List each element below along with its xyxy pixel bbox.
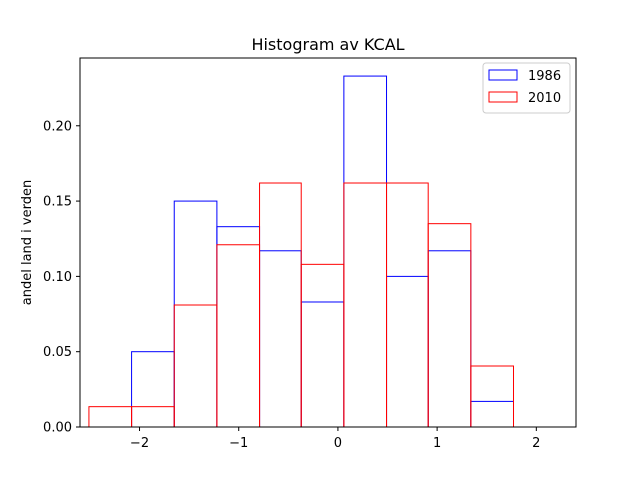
x-tick-label: 1: [433, 436, 441, 451]
x-tick-label: 2: [532, 436, 540, 451]
y-tick-label: 0.15: [43, 195, 72, 210]
ticks-layer: −2 −1 0 1 2 0.00 0.05 0.10 0.15 0.20: [43, 119, 540, 451]
legend: 1986 2010: [482, 62, 571, 114]
y-tick-label: 0.00: [43, 421, 72, 436]
x-tick-label: 0: [334, 436, 342, 451]
y-tick-label: 0.10: [43, 270, 72, 285]
y-tick-label: 0.20: [43, 119, 72, 134]
plot-area-frame: [79, 57, 577, 428]
x-tick-label: −1: [229, 436, 248, 451]
legend-label: 2010: [528, 91, 561, 106]
legend-box: [482, 62, 571, 114]
legend-swatch: [488, 69, 518, 81]
legend-swatch: [488, 91, 518, 103]
x-tick-label: −2: [130, 436, 149, 451]
legend-label: 1986: [528, 69, 561, 84]
y-tick-label: 0.05: [43, 345, 72, 360]
chart-title: Histogram av KCAL: [251, 35, 404, 54]
y-axis-label: andel land i verden: [20, 180, 35, 305]
